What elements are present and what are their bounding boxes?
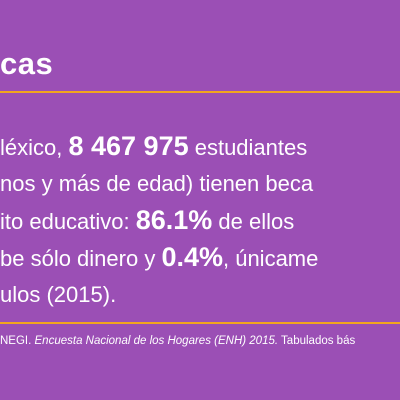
text-line-5: ulos (2015). [0, 282, 117, 307]
source-citation: NEGI. Encuesta Nacional de los Hogares (… [0, 333, 400, 349]
source-suffix: Tabulados bás [278, 335, 356, 347]
top-divider [0, 91, 400, 93]
money-only-percent: 86.1% [135, 205, 213, 235]
line3-pre: ito educativo: [0, 209, 136, 234]
source-title: Encuesta Nacional de los Hogares (ENH) 2… [34, 335, 279, 347]
text-line-2: nos y más de edad) tienen beca [0, 171, 314, 196]
student-count: 8 467 975 [68, 131, 189, 161]
source-prefix: NEGI. [0, 335, 35, 347]
line4-post: , únicame [222, 246, 319, 271]
line1-pre: léxico, [0, 135, 69, 160]
line3-post: de ellos [212, 209, 295, 234]
statistic-text: léxico, 8 467 975 estudiantes nos y más … [0, 128, 400, 313]
page-title: cas [0, 46, 54, 81]
text-line-3: ito educativo: 86.1% de ellos [0, 202, 400, 239]
line4-pre: be sólo dinero y [0, 246, 162, 271]
bottom-divider [0, 322, 400, 324]
other-percent: 0.4% [161, 242, 223, 272]
line1-post: estudiantes [188, 135, 308, 160]
text-line-4: be sólo dinero y 0.4%, únicame [0, 239, 400, 276]
text-line-1: léxico, 8 467 975 estudiantes [0, 128, 400, 165]
